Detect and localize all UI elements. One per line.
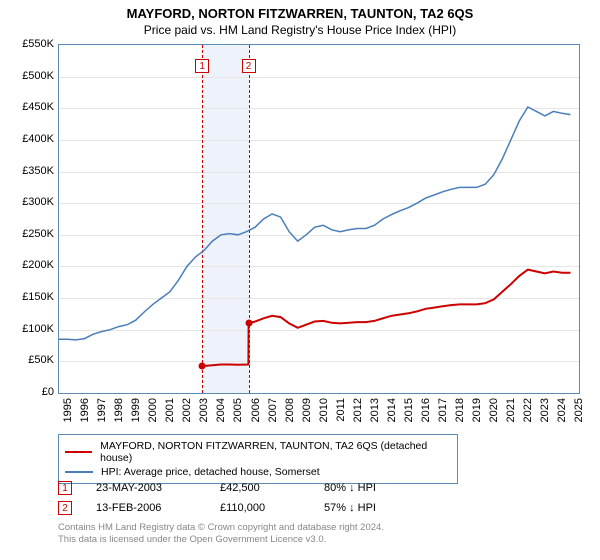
y-tick-label: £400K [0, 133, 54, 145]
x-tick-label: 1998 [113, 398, 125, 422]
y-tick-label: £300K [0, 196, 54, 208]
x-tick-label: 1995 [62, 398, 74, 422]
y-tick-label: £100K [0, 323, 54, 335]
x-tick-label: 2013 [369, 398, 381, 422]
sale-dot [199, 363, 206, 370]
sale-price: £110,000 [220, 502, 300, 514]
footnote: Contains HM Land Registry data © Crown c… [58, 522, 384, 547]
x-tick-label: 2019 [471, 398, 483, 422]
sale-marker-box: 1 [58, 481, 72, 495]
x-tick-label: 2011 [335, 398, 347, 422]
x-tick-label: 2021 [505, 398, 517, 422]
x-tick-label: 2018 [454, 398, 466, 422]
sale-delta: 80% ↓ HPI [324, 482, 424, 494]
sale-price: £42,500 [220, 482, 300, 494]
x-tick-label: 1997 [96, 398, 108, 422]
sale-row: 2 13-FEB-2006 £110,000 57% ↓ HPI [58, 498, 424, 518]
chart-container: MAYFORD, NORTON FITZWARREN, TAUNTON, TA2… [0, 0, 600, 560]
x-tick-label: 2010 [318, 398, 330, 422]
event-marker-box: 2 [242, 59, 256, 73]
x-tick-label: 2012 [352, 398, 364, 422]
x-tick-label: 2025 [573, 398, 585, 422]
legend-swatch [65, 451, 92, 453]
x-tick-label: 2017 [437, 398, 449, 422]
x-tick-label: 2001 [164, 398, 176, 422]
legend-swatch [65, 471, 93, 473]
event-marker-box: 1 [195, 59, 209, 73]
x-tick-label: 2008 [284, 398, 296, 422]
x-tick-label: 2005 [232, 398, 244, 422]
x-tick-label: 1996 [79, 398, 91, 422]
legend-label: MAYFORD, NORTON FITZWARREN, TAUNTON, TA2… [100, 440, 451, 464]
x-tick-label: 2004 [215, 398, 227, 422]
legend-item: HPI: Average price, detached house, Some… [65, 465, 451, 479]
y-tick-label: £0 [0, 386, 54, 398]
sale-dot [245, 320, 252, 327]
legend-item: MAYFORD, NORTON FITZWARREN, TAUNTON, TA2… [65, 439, 451, 465]
x-tick-label: 2023 [539, 398, 551, 422]
sale-row: 1 23-MAY-2003 £42,500 80% ↓ HPI [58, 478, 424, 498]
x-tick-label: 2024 [556, 398, 568, 422]
x-tick-label: 2006 [250, 398, 262, 422]
footnote-line: This data is licensed under the Open Gov… [58, 534, 384, 546]
line-series-svg [59, 45, 579, 393]
x-tick-label: 2000 [147, 398, 159, 422]
sale-date: 23-MAY-2003 [96, 482, 196, 494]
y-tick-label: £250K [0, 228, 54, 240]
x-tick-label: 2022 [522, 398, 534, 422]
sale-marker-box: 2 [58, 501, 72, 515]
x-tick-label: 2016 [420, 398, 432, 422]
x-tick-label: 2009 [301, 398, 313, 422]
legend-label: HPI: Average price, detached house, Some… [101, 466, 320, 478]
plot-area: 12 [58, 44, 580, 394]
sale-delta: 57% ↓ HPI [324, 502, 424, 514]
y-tick-label: £500K [0, 70, 54, 82]
series-line [202, 270, 570, 367]
y-tick-label: £50K [0, 354, 54, 366]
x-tick-label: 2007 [267, 398, 279, 422]
legend: MAYFORD, NORTON FITZWARREN, TAUNTON, TA2… [58, 434, 458, 484]
x-tick-label: 2014 [386, 398, 398, 422]
y-tick-label: £150K [0, 291, 54, 303]
chart-subtitle: Price paid vs. HM Land Registry's House … [0, 21, 600, 41]
y-tick-label: £550K [0, 38, 54, 50]
sale-date: 13-FEB-2006 [96, 502, 196, 514]
x-tick-label: 2002 [181, 398, 193, 422]
y-tick-label: £450K [0, 101, 54, 113]
x-tick-label: 2015 [403, 398, 415, 422]
y-tick-label: £350K [0, 165, 54, 177]
chart-title: MAYFORD, NORTON FITZWARREN, TAUNTON, TA2… [0, 0, 600, 21]
footnote-line: Contains HM Land Registry data © Crown c… [58, 522, 384, 534]
series-line [59, 107, 571, 340]
sales-table: 1 23-MAY-2003 £42,500 80% ↓ HPI 2 13-FEB… [58, 478, 424, 518]
x-tick-label: 2003 [198, 398, 210, 422]
y-tick-label: £200K [0, 259, 54, 271]
x-tick-label: 1999 [130, 398, 142, 422]
x-tick-label: 2020 [488, 398, 500, 422]
